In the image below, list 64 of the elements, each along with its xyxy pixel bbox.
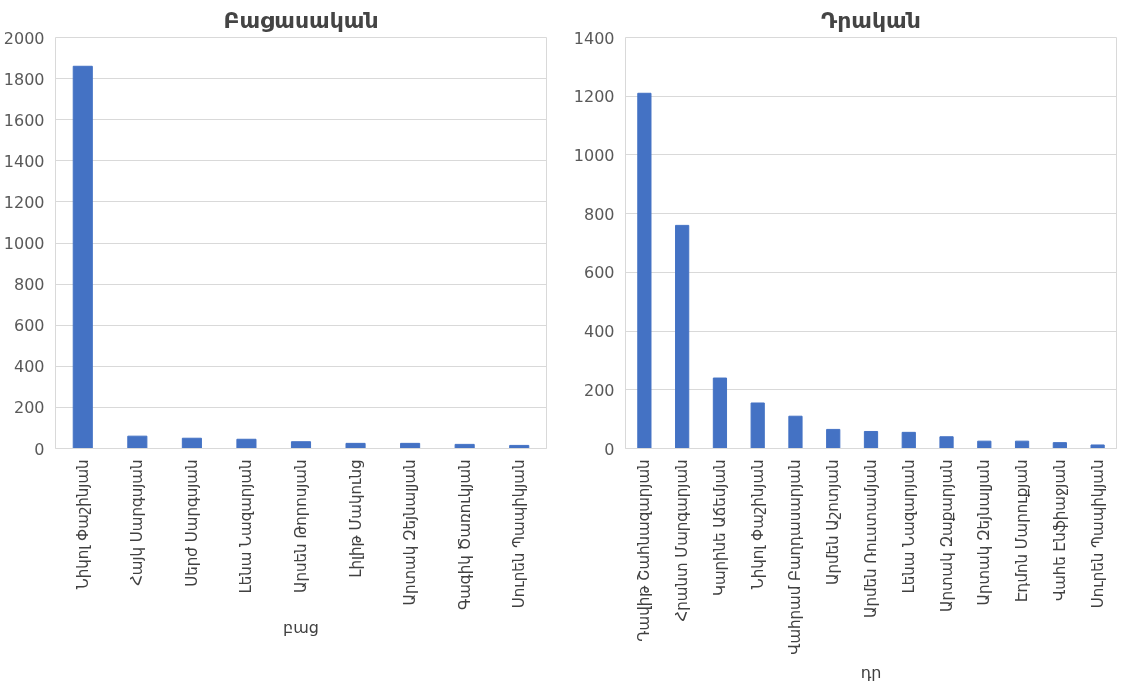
bar: [454, 443, 475, 449]
x-tick-label: Նիկոլ Փաշինյան: [73, 459, 92, 590]
bar: [236, 438, 257, 449]
x-tick-label: Վահե Էնֆիաջյան: [1050, 459, 1069, 602]
y-tick-label: 1200: [3, 192, 45, 212]
x-tick-label: Նիկոլ Փաշինյան: [748, 459, 767, 590]
y-tick-label: 1200: [573, 87, 615, 107]
y-tick-label: 1600: [3, 110, 45, 130]
x-tick-label: Կարինե Աճեմյան: [710, 459, 729, 597]
y-tick-label: 800: [583, 204, 615, 224]
chart-title: Բացասական: [223, 7, 379, 33]
bar: [127, 435, 148, 449]
x-tick-label: Հրանտ Մարգարյան: [673, 459, 692, 622]
x-tick-label: Լիլիթ Մակունց: [346, 459, 365, 578]
bar: [345, 442, 366, 449]
x-tick-label: Դավիթ Շահնազարյան: [635, 459, 654, 642]
chart-title: Դրական: [821, 7, 921, 33]
bar: [977, 440, 992, 449]
x-tick-label: Արտակ Զեյնալյան: [975, 459, 994, 606]
bar: [181, 437, 202, 449]
y-tick-label: 2000: [3, 28, 45, 48]
y-tick-label: 400: [583, 322, 615, 342]
y-tick-label: 600: [583, 263, 615, 283]
y-tick-label: 1400: [573, 28, 615, 48]
x-tick-label: Արտակ Զեյնալյան: [401, 459, 420, 606]
x-tick-label: Արմեն Ռուստամյան: [862, 459, 880, 619]
bar: [863, 430, 879, 449]
x-tick-label: Հայկ Սարգսյան: [128, 459, 147, 586]
x-tick-label: Արսեն Թորոսյան: [292, 459, 310, 593]
x-tick-label: Էդմոն Մարուքյան: [1013, 459, 1032, 603]
bar: [1090, 444, 1105, 449]
bar: [939, 436, 954, 449]
y-tick-label: 800: [13, 275, 45, 295]
y-tick-label: 0: [34, 439, 45, 459]
y-tick-label: 600: [13, 316, 45, 336]
bar: [1052, 442, 1067, 449]
y-tick-label: 200: [13, 398, 45, 418]
y-tick-label: 1400: [3, 151, 45, 171]
y-tick-label: 400: [13, 357, 45, 377]
bar: [290, 441, 312, 449]
bar: [901, 431, 916, 449]
x-axis-title: դր: [860, 662, 882, 682]
x-tick-label: Լենա Նազարյան: [237, 459, 256, 594]
bar: [675, 224, 690, 449]
x-tick-label: Սերժ Սարգսյան: [182, 459, 201, 587]
x-tick-label: Արտակ Զաքարյան: [937, 459, 956, 613]
y-tick-label: 1800: [3, 69, 45, 89]
x-tick-label: Լենա Նազարյան: [899, 459, 918, 594]
x-axis-title: բաց: [283, 618, 319, 638]
x-tick-label: Արմեն Աշոտյան: [824, 459, 843, 586]
y-tick-label: 1000: [573, 145, 615, 165]
x-tick-label: Սուրեն Պապիկյան: [510, 459, 529, 609]
y-tick-label: 1000: [3, 234, 45, 253]
x-tick-label: Վահրամ Բաղդասարյան: [786, 459, 805, 655]
bar: [788, 415, 803, 449]
y-tick-label: 200: [583, 380, 615, 400]
y-tick-label: 0: [604, 439, 615, 459]
bar: [712, 377, 728, 449]
bar: [637, 92, 652, 449]
bar: [826, 428, 841, 449]
bar: [72, 65, 93, 449]
x-tick-label: Սուրեն Պապիկյան: [1088, 459, 1107, 609]
x-tick-label: Գագիկ Ծառուկյան: [455, 459, 474, 611]
bar: [750, 402, 765, 449]
